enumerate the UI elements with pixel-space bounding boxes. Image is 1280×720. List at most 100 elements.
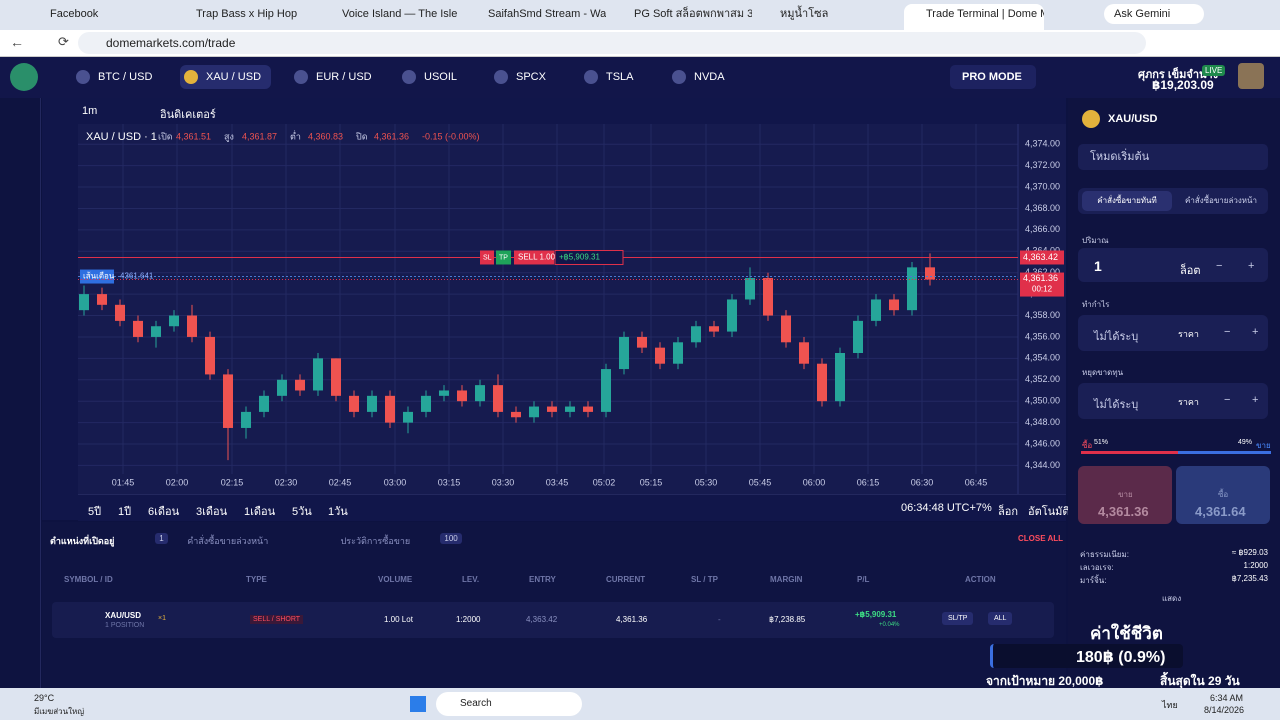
avatar[interactable]	[1238, 63, 1264, 89]
y-tick-label: 4,356.00	[1025, 331, 1060, 341]
candle-body	[133, 320, 143, 337]
pl-tag	[554, 249, 624, 265]
range-button[interactable]: 6เดือน	[148, 506, 180, 518]
mode-select[interactable]: โหมดเริ่มต้น	[1078, 144, 1268, 170]
auto-toggle[interactable]: อัตโนมัติ	[1028, 506, 1070, 518]
gemini-button[interactable]: Ask Gemini	[1104, 4, 1204, 24]
candle-body	[403, 411, 413, 423]
address-bar: domemarkets.com/trade ← ⟳	[0, 30, 1280, 57]
positions-tab[interactable]: คำสั่งซื้อขายล่วงหน้า	[187, 536, 269, 546]
close-all[interactable]: CLOSE ALL	[1018, 534, 1064, 543]
pl: +฿5,909.31	[559, 253, 600, 262]
x-tick-label: 02:00	[166, 477, 189, 487]
field-box	[1078, 383, 1268, 419]
minus[interactable]: −	[1216, 260, 1223, 272]
browser-tab[interactable]: Facebook	[50, 8, 99, 20]
interval[interactable]: 1m	[82, 105, 98, 117]
order-tab[interactable]: คำสั่งซื้อขายทันที	[1082, 191, 1172, 211]
candle-body	[97, 294, 107, 305]
candle-body	[565, 406, 575, 412]
browser-tab[interactable]: Trade Terminal | Dome Mar	[904, 4, 1044, 30]
plus[interactable]: +	[1252, 326, 1259, 338]
action-button[interactable]: ALL	[988, 612, 1013, 625]
plus[interactable]: +	[1248, 260, 1255, 272]
y-tick-label: 4,354.00	[1025, 353, 1060, 363]
candle-body	[745, 278, 755, 300]
asset-tab[interactable]: USOIL	[424, 71, 458, 83]
asset-tab[interactable]: TSLA	[606, 71, 634, 83]
browser-tab[interactable]: SaifahSmd Stream - Watch	[488, 8, 606, 20]
asset-icon	[184, 70, 198, 84]
candle-body	[835, 353, 845, 402]
asset-tab[interactable]: SPCX	[516, 71, 546, 83]
symbol: XAU/USD	[105, 611, 142, 620]
alert-name: เส้นเตือน	[83, 272, 115, 281]
price-chart: 4,344.00 4,346.00 4,348.00 4,350.00 4,352.00…	[78, 124, 1066, 494]
drawing-tools	[42, 124, 78, 520]
overlay-title: ค่าใช้ชีวิต	[1090, 624, 1163, 643]
candle-body	[817, 363, 827, 402]
candle-body	[223, 374, 233, 428]
language[interactable]: ไทย	[1162, 700, 1178, 710]
detail-value: 1:2000	[1243, 561, 1268, 570]
x-tick-label: 06:30	[911, 477, 934, 487]
back-icon[interactable]: ←	[10, 34, 24, 50]
search-box[interactable]: Search	[436, 692, 582, 716]
positions-panel: ตำแหน่งที่เปิดอยู่ 1 คำสั่งซื้อขายล่วงหน้า…	[42, 522, 1066, 688]
candle-body	[601, 369, 611, 412]
range-button[interactable]: 1วัน	[328, 506, 348, 518]
candle-body	[151, 326, 161, 337]
asset-tab[interactable]: NVDA	[694, 71, 725, 83]
candle-body	[907, 267, 917, 311]
mode-select[interactable]: PRO MODE	[950, 65, 1036, 89]
x-tick-label: 01:45	[112, 477, 135, 487]
detail-label: ค่าธรรมเนียม:	[1080, 550, 1129, 559]
range-button[interactable]: 1ปี	[118, 506, 132, 518]
tab-strip: Facebook Trap Bass x Hip Hop Voice Island …	[0, 0, 1280, 30]
show-more[interactable]: แสดง	[1162, 594, 1182, 603]
minus[interactable]: −	[1224, 326, 1231, 338]
candle-body	[781, 315, 791, 343]
taskbar: 29°C มีเมฆส่วนใหญ่ Search ไทย 6:34 AM 8/14/20…	[0, 688, 1280, 720]
leverage: 1:2000	[456, 615, 481, 624]
unset[interactable]: ไม่ได้ระบุ	[1094, 331, 1139, 343]
range-button[interactable]: 5วัน	[292, 506, 312, 518]
candle-body	[169, 315, 179, 327]
reload-icon[interactable]: ⟳	[58, 34, 69, 49]
entry: 4,363.42	[526, 615, 558, 624]
price-select[interactable]: ราคา	[1178, 329, 1199, 339]
position-price: 4,363.42	[1023, 252, 1058, 262]
y-tick-label: 4,368.00	[1025, 203, 1060, 213]
browser-tab[interactable]: Trap Bass x Hip Hop	[196, 8, 298, 20]
indicators[interactable]: อินดิเคเตอร์	[160, 109, 216, 121]
percent-toggle[interactable]: %	[982, 502, 992, 514]
buy-button[interactable]	[1176, 466, 1270, 524]
minus[interactable]: −	[1224, 394, 1231, 406]
range-button[interactable]: 3เดือน	[196, 506, 228, 518]
range-button[interactable]: 5ปี	[88, 506, 102, 518]
browser-tab[interactable]: หมูน้ำโซล	[780, 8, 829, 20]
x-tick-label: 05:30	[695, 477, 718, 487]
unset[interactable]: ไม่ได้ระบุ	[1094, 399, 1139, 411]
asset-icon	[584, 70, 598, 84]
temperature: 29°C	[34, 693, 55, 703]
order-tab[interactable]: คำสั่งซื้อขายล่วงหน้า	[1184, 196, 1258, 205]
candle-body	[475, 385, 485, 402]
start-button	[410, 696, 426, 712]
log-toggle[interactable]: ล็อก	[998, 506, 1019, 518]
plus[interactable]: +	[1252, 394, 1259, 406]
volume[interactable]: 1	[1094, 258, 1102, 274]
asset-tab[interactable]: BTC / USD	[98, 71, 153, 83]
price-select[interactable]: ราคา	[1178, 397, 1199, 407]
asset-tab[interactable]: EUR / USD	[316, 71, 372, 83]
url-field[interactable]: domemarkets.com/trade	[78, 32, 1146, 54]
x-tick-label: 05:45	[749, 477, 772, 487]
range-button[interactable]: 1เดือน	[244, 506, 276, 518]
browser-tab[interactable]: PG Soft สล็อตพกพาสม 3 มิติ	[634, 8, 752, 20]
sell-button[interactable]	[1078, 466, 1172, 524]
browser-tab[interactable]: Voice Island — The Isle Eve	[342, 8, 460, 20]
action-button[interactable]: SL/TP	[942, 612, 974, 625]
positions-tab[interactable]: ประวัติการซื้อขาย	[340, 536, 411, 546]
positions-tab[interactable]: ตำแหน่งที่เปิดอยู่	[50, 536, 115, 546]
buy-price: 4,361.64	[1195, 504, 1246, 519]
